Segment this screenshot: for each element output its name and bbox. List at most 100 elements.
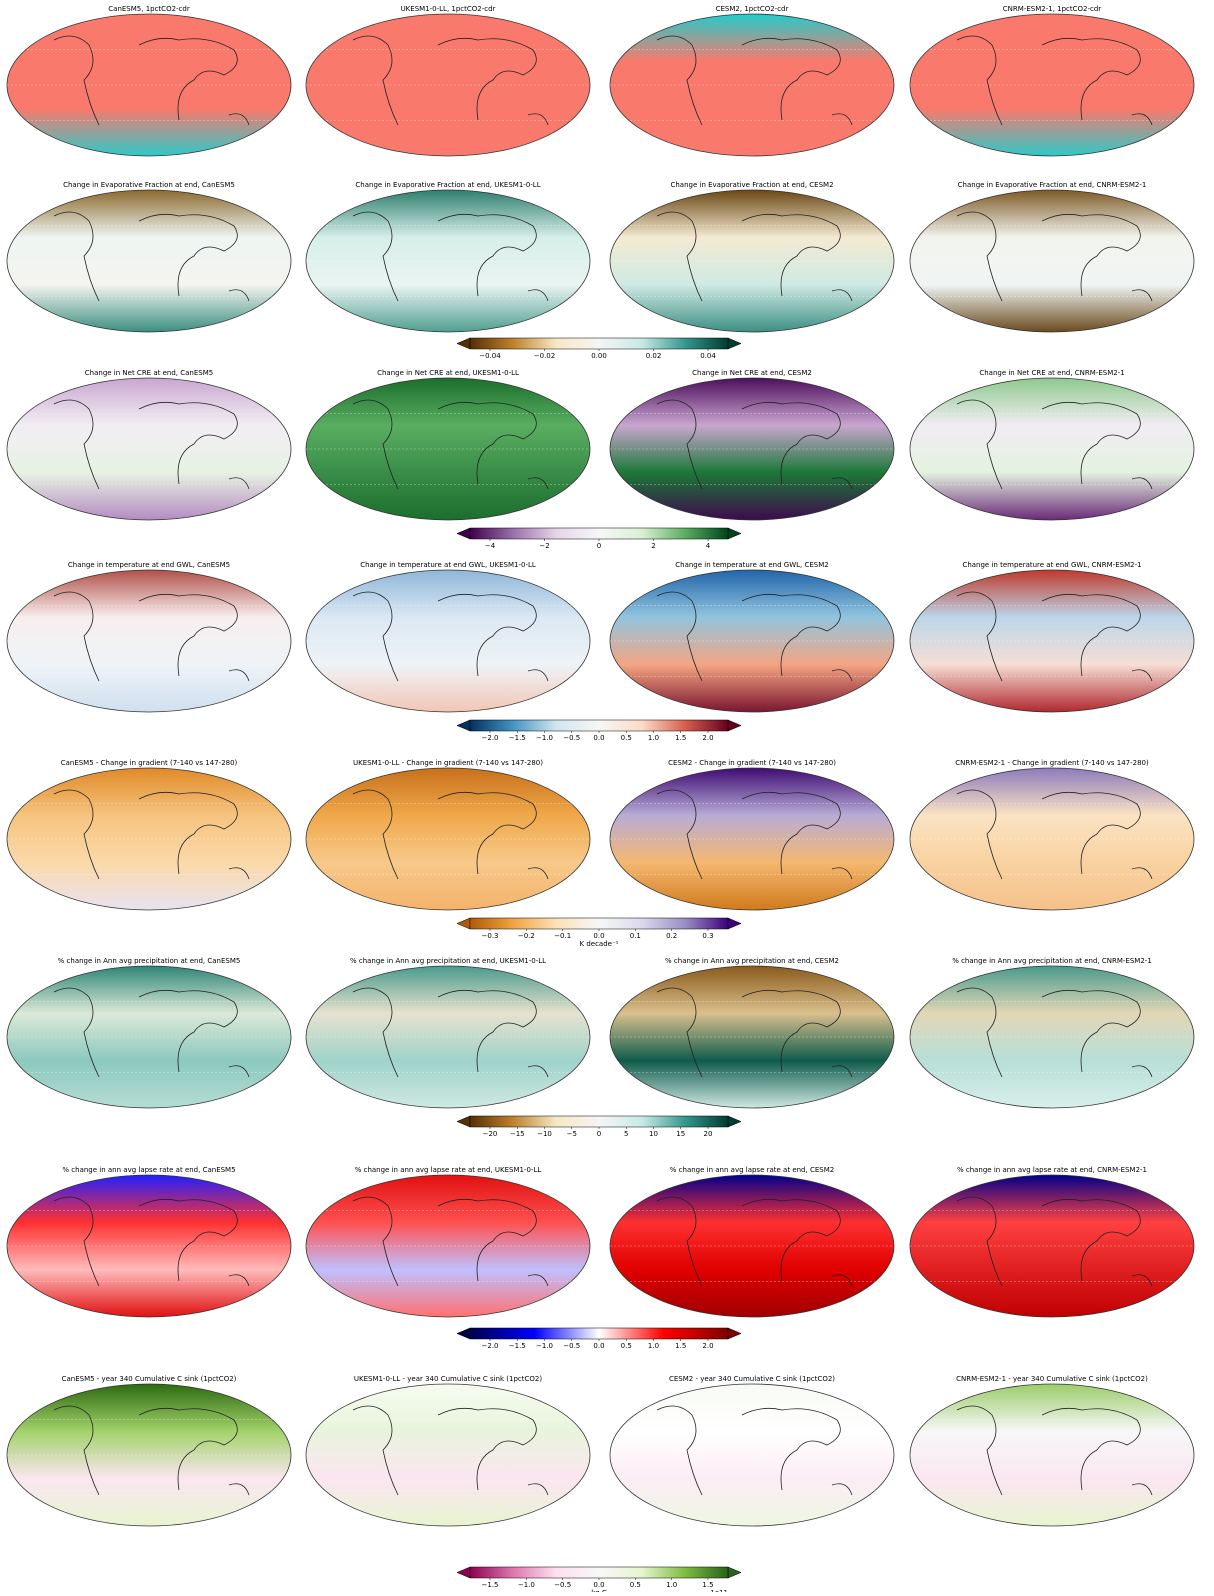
panel-title: Change in Net CRE at end, UKESM1-0-LL <box>377 369 519 377</box>
colorbar-tick-label: −1.0 <box>518 1581 535 1589</box>
panel-title: Change in Evaporative Fraction at end, C… <box>670 181 833 189</box>
colorbar <box>470 918 728 929</box>
panel-title: CESM2 - year 340 Cumulative C sink (1pct… <box>669 1375 835 1383</box>
panel-title: CNRM-ESM2-1, 1pctCO2-cdr <box>1003 5 1102 13</box>
colorbar-label: K decade⁻¹ <box>580 940 619 948</box>
colorbar-tick-label: 20 <box>704 1130 713 1138</box>
panel-title: Change in temperature at end GWL, CanESM… <box>68 561 230 569</box>
colorbar-tick-label: 0 <box>597 1130 601 1138</box>
panel-title: CanESM5, 1pctCO2-cdr <box>108 5 190 13</box>
colorbar <box>470 1116 728 1127</box>
panel-title: Change in Evaporative Fraction at end, U… <box>355 181 540 189</box>
colorbar-tick-label: 0.02 <box>646 352 662 360</box>
colorbar-tick-label: 15 <box>676 1130 685 1138</box>
panel-title: CESM2, 1pctCO2-cdr <box>716 5 789 13</box>
colorbar-tick-label: 1.5 <box>675 1342 686 1350</box>
colorbar-end <box>457 1116 470 1127</box>
colorbar-tick-label: 10 <box>649 1130 658 1138</box>
colorbar-tick-label: 1.0 <box>648 1342 659 1350</box>
colorbar-tick-label: 0.5 <box>630 1581 641 1589</box>
colorbar-end <box>728 528 741 539</box>
colorbar-tick-label: 0.04 <box>700 352 716 360</box>
colorbar-tick-label: 2.0 <box>702 734 713 742</box>
colorbar-tick-label: 0 <box>597 542 601 550</box>
panel-title: % change in Ann avg precipitation at end… <box>952 957 1152 965</box>
colorbar-tick-label: −0.1 <box>554 932 571 940</box>
panel-title: CESM2 - Change in gradient (7-140 vs 147… <box>668 759 836 767</box>
panel-title: % change in ann avg lapse rate at end, C… <box>670 1166 834 1174</box>
colorbar-tick-label: 0.0 <box>593 734 604 742</box>
panel-title: Change in temperature at end GWL, UKESM1… <box>360 561 536 569</box>
colorbar-tick-label: 1.5 <box>675 734 686 742</box>
colorbar-tick-label: −2 <box>539 542 549 550</box>
panel-title: % change in Ann avg precipitation at end… <box>350 957 546 965</box>
colorbar-tick-label: −2.0 <box>482 734 499 742</box>
panel-title: UKESM1-0-LL - Change in gradient (7-140 … <box>353 759 543 767</box>
panel-title: % change in Ann avg precipitation at end… <box>665 957 839 965</box>
colorbar-tick-label: 0.0 <box>593 932 604 940</box>
colorbar <box>470 528 728 539</box>
panel-title: CNRM-ESM2-1 - year 340 Cumulative C sink… <box>956 1375 1148 1383</box>
colorbar-end <box>457 1328 470 1339</box>
colorbar-tick-label: 1.5 <box>702 1581 713 1589</box>
colorbar-end <box>457 918 470 929</box>
colorbar <box>470 338 728 349</box>
colorbar-tick-label: 0.5 <box>621 734 632 742</box>
panel-title: Change in Evaporative Fraction at end, C… <box>63 181 235 189</box>
colorbar-tick-label: 0.3 <box>702 932 713 940</box>
colorbar-tick-label: −1.5 <box>509 1342 526 1350</box>
panel-title: Change in temperature at end GWL, CESM2 <box>675 561 828 569</box>
colorbar-tick-label: 0.00 <box>591 352 607 360</box>
colorbar-tick-label: −1.5 <box>482 1581 499 1589</box>
panel-title: CanESM5 - Change in gradient (7-140 vs 1… <box>61 759 238 767</box>
panel-title: UKESM1-0-LL - year 340 Cumulative C sink… <box>354 1375 542 1383</box>
colorbar-tick-label: −1.5 <box>509 734 526 742</box>
figure: CanESM5, 1pctCO2-cdr UKESM1-0-LL, 1pctCO2… <box>0 0 1214 1592</box>
colorbar-tick-label: 1.0 <box>666 1581 677 1589</box>
colorbar-tick-label: −2.0 <box>482 1342 499 1350</box>
panel-title: Change in Net CRE at end, CESM2 <box>692 369 812 377</box>
colorbar-tick-label: −0.5 <box>554 1581 571 1589</box>
panel-title: Change in temperature at end GWL, CNRM-E… <box>962 561 1141 569</box>
colorbar-end <box>728 1567 741 1578</box>
panel-title: Change in Net CRE at end, CanESM5 <box>85 369 213 377</box>
colorbar-tick-label: 4 <box>706 542 711 550</box>
colorbar-tick-label: −0.04 <box>479 352 501 360</box>
colorbar <box>470 1567 728 1578</box>
colorbar-tick-label: 0.1 <box>630 932 641 940</box>
colorbar-tick-label: −0.5 <box>563 1342 580 1350</box>
colorbar-tick-label: −1.0 <box>536 1342 553 1350</box>
panel-title: UKESM1-0-LL, 1pctCO2-cdr <box>401 5 496 13</box>
colorbar-tick-label: −5 <box>567 1130 577 1138</box>
panel-title: Change in Net CRE at end, CNRM-ESM2-1 <box>979 369 1124 377</box>
colorbar-tick-label: −0.3 <box>482 932 499 940</box>
colorbar-tick-label: 0.2 <box>666 932 677 940</box>
colorbar <box>470 720 728 731</box>
colorbar-tick-label: −0.2 <box>518 932 535 940</box>
colorbar-tick-label: 1.0 <box>648 734 659 742</box>
panel-title: % change in ann avg lapse rate at end, C… <box>62 1166 235 1174</box>
colorbar-tick-label: −20 <box>483 1130 498 1138</box>
colorbar-tick-label: −0.02 <box>534 352 555 360</box>
colorbar-tick-label: −15 <box>510 1130 525 1138</box>
colorbar-tick-label: −4 <box>485 542 496 550</box>
colorbar-tick-label: −1.0 <box>536 734 553 742</box>
colorbar-tick-label: 0.5 <box>621 1342 632 1350</box>
panel-title: Change in Evaporative Fraction at end, C… <box>958 181 1147 189</box>
colorbar-tick-label: −10 <box>537 1130 552 1138</box>
panel-title: CanESM5 - year 340 Cumulative C sink (1p… <box>62 1375 237 1383</box>
colorbar-end <box>457 720 470 731</box>
colorbar-end <box>728 918 741 929</box>
colorbar-tick-label: 0.0 <box>593 1581 604 1589</box>
colorbar-end <box>728 720 741 731</box>
colorbar-tick-label: 2 <box>651 542 655 550</box>
colorbar-end <box>457 1567 470 1578</box>
colorbar-end <box>457 528 470 539</box>
colorbar-tick-label: 2.0 <box>702 1342 713 1350</box>
panel-title: % change in Ann avg precipitation at end… <box>58 957 241 965</box>
panel-title: CNRM-ESM2-1 - Change in gradient (7-140 … <box>955 759 1149 767</box>
colorbar-tick-label: −0.5 <box>563 734 580 742</box>
colorbar-end <box>457 338 470 349</box>
panel-title: % change in ann avg lapse rate at end, C… <box>957 1166 1147 1174</box>
colorbar <box>470 1328 728 1339</box>
